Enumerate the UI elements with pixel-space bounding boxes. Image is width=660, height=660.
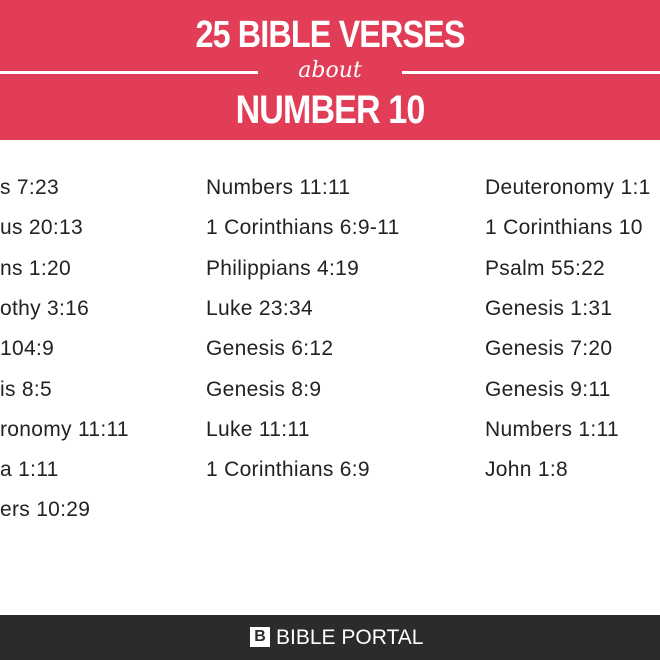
verse-reference: 104:9 (0, 337, 55, 361)
verse-reference: ers 10:29 (0, 498, 91, 522)
verse-reference: Deuteronomy 1:1 (485, 176, 651, 199)
brand: BIBLE PORTAL (276, 626, 424, 649)
divider (0, 71, 258, 74)
verse-reference: John 1:8 (485, 458, 568, 482)
verse-reference: Genesis 8:9 (206, 377, 322, 401)
title: 25 BIBLE VERSES (195, 14, 465, 56)
title: NUMBER 10 (235, 88, 426, 132)
verse-reference: Numbers 11:11 (206, 176, 351, 199)
logo: B (250, 627, 270, 647)
subtitle: about (298, 58, 362, 83)
verse-reference: Luke 23:34 (206, 296, 313, 320)
header: 25 BIBLE VERSES about NUMBER 10 (0, 0, 660, 140)
verse-reference: ns 1:20 (0, 256, 71, 280)
verse-reference: s 7:23 (0, 176, 60, 199)
verse-reference: a 1:11 (0, 458, 59, 482)
verse-reference: Genesis 1:31 (485, 296, 613, 320)
verse-reference: Psalm 55:22 (485, 256, 606, 280)
verse-reference: us 20:13 (0, 216, 83, 240)
footer: B BIBLE PORTAL (0, 615, 660, 660)
verse-reference: is 8:5 (0, 377, 52, 401)
verse-reference: Genesis 7:20 (485, 337, 613, 361)
verse-reference: ronomy 11:11 (0, 417, 129, 441)
verse-reference: Genesis 6:12 (206, 337, 334, 361)
verse-reference: Genesis 9:11 (485, 377, 611, 401)
verse-reference: 1 Corinthians 6:9-11 (206, 216, 400, 240)
divider (402, 71, 660, 74)
verse-reference: 1 Corinthians 10 (485, 216, 643, 240)
verse-reference: Luke 11:11 (206, 417, 310, 441)
verse-reference: othy 3:16 (0, 296, 90, 320)
verse-reference: Numbers 1:11 (485, 417, 619, 441)
verse-reference: 1 Corinthians 6:9 (206, 458, 370, 482)
verse-reference: Philippians 4:19 (206, 256, 360, 280)
